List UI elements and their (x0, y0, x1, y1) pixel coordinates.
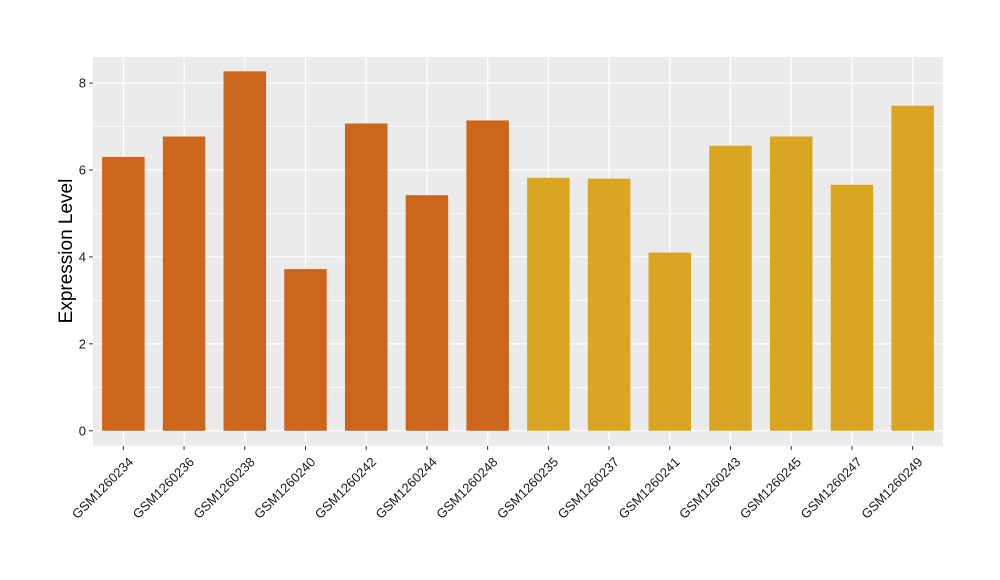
plot-panel (93, 57, 943, 446)
bar-GSM1260244 (405, 195, 449, 431)
bar-GSM1260236 (162, 136, 206, 431)
x-tick-label: GSM1260234 (69, 454, 136, 521)
x-axis: GSM1260234GSM1260236GSM1260238GSM1260240… (69, 446, 926, 522)
bar-GSM1260243 (709, 145, 752, 431)
x-tick-label: GSM1260247 (797, 454, 864, 521)
y-tick-label: 6 (79, 163, 86, 178)
x-tick-label: GSM1260249 (858, 454, 925, 521)
x-tick-label: GSM1260243 (676, 454, 743, 521)
bar-GSM1260242 (344, 123, 388, 431)
bars (102, 71, 934, 431)
bar-GSM1260248 (466, 120, 509, 431)
bar-GSM1260240 (284, 269, 327, 431)
bar-GSM1260245 (769, 136, 813, 431)
y-axis: 0 2 4 6 8 (79, 76, 93, 438)
x-tick-label: GSM1260244 (372, 454, 439, 521)
bar-GSM1260238 (223, 71, 267, 431)
bar-GSM1260249 (891, 105, 934, 431)
y-tick-label: 4 (79, 249, 86, 264)
x-tick-label: GSM1260242 (312, 454, 379, 521)
x-tick-label: GSM1260238 (190, 454, 257, 521)
bar-GSM1260241 (648, 252, 692, 431)
bar-GSM1260247 (830, 184, 874, 431)
x-tick-label: GSM1260240 (251, 454, 318, 521)
x-tick-label: GSM1260241 (615, 454, 682, 521)
bar-GSM1260234 (102, 156, 145, 431)
bar-GSM1260237 (587, 178, 631, 431)
x-tick-label: GSM1260236 (130, 454, 197, 521)
y-axis-title: Expression Level (56, 179, 77, 324)
x-tick-label: GSM1260235 (494, 454, 561, 521)
x-tick-label: GSM1260245 (737, 454, 804, 521)
x-tick-label: GSM1260237 (555, 454, 622, 521)
y-tick-label: 0 (79, 423, 86, 438)
bar-GSM1260235 (527, 177, 570, 431)
x-tick-label: GSM1260248 (433, 454, 500, 521)
y-tick-label: 2 (79, 336, 86, 351)
y-tick-label: 8 (79, 76, 86, 91)
